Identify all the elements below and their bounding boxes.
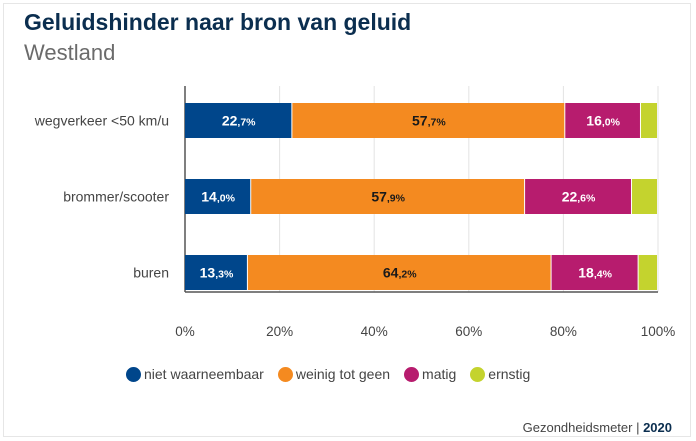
legend-swatch [404, 366, 420, 382]
legend-swatch [470, 366, 486, 382]
legend-swatch [126, 366, 141, 382]
source-name: Gezondheidsmeter [522, 420, 633, 435]
legend-item-niet-waarneembaar: niet waarneembaar [126, 366, 264, 382]
bar-segment [185, 255, 247, 290]
bar-segment [247, 255, 551, 290]
data-label: 13,3% [200, 265, 234, 281]
x-tick-label: 80% [550, 324, 577, 339]
category-label: brommer/scooter [63, 189, 169, 205]
bar-segment [292, 103, 565, 138]
bar-segment [185, 103, 292, 138]
bar-segment [251, 179, 525, 214]
legend-label: matig [422, 366, 457, 382]
legend-label: ernstig [488, 366, 531, 382]
bar-segment [551, 255, 638, 290]
bar-segment [185, 179, 251, 214]
data-label: 64,2% [383, 265, 417, 281]
legend: niet waarneembaar weinig tot geen matig … [126, 366, 530, 382]
data-label: 57,9% [371, 189, 405, 205]
data-label: 57,7% [412, 113, 446, 129]
legend-swatch [277, 366, 293, 382]
x-tick-label: 40% [361, 324, 388, 339]
data-label: 22,7% [222, 113, 256, 129]
x-tick-label: 60% [455, 324, 482, 339]
source-footer: Gezondheidsmeter | 2020 [522, 420, 672, 435]
x-tick-label: 0% [175, 324, 195, 339]
legend-item-ernstig: ernstig [470, 366, 530, 382]
bar-segment [638, 255, 657, 290]
bar-segment [565, 103, 640, 138]
category-label: wegverkeer <50 km/u [34, 113, 169, 129]
legend-item-matig: matig [404, 366, 456, 382]
legend-item-weinig-tot-geen: weinig tot geen [277, 366, 391, 382]
data-label: 16,0% [586, 113, 620, 129]
x-tick-label: 100% [641, 324, 676, 339]
bar-segment [640, 103, 657, 138]
chart-subtitle: Westland [24, 40, 116, 65]
legend-label: weinig tot geen [295, 366, 391, 382]
chart-frame [3, 3, 691, 437]
data-label: 14,0% [201, 189, 235, 205]
x-tick-label: 20% [266, 324, 293, 339]
category-label: buren [133, 265, 169, 281]
source-year: 2020 [643, 420, 672, 435]
legend-label: niet waarneembaar [144, 366, 264, 382]
chart-title: Geluidshinder naar bron van geluid [24, 9, 412, 35]
data-label: 22,6% [562, 189, 596, 205]
bar-segment [631, 179, 657, 214]
data-label: 18,4% [578, 265, 612, 281]
bar-segment [525, 179, 631, 214]
